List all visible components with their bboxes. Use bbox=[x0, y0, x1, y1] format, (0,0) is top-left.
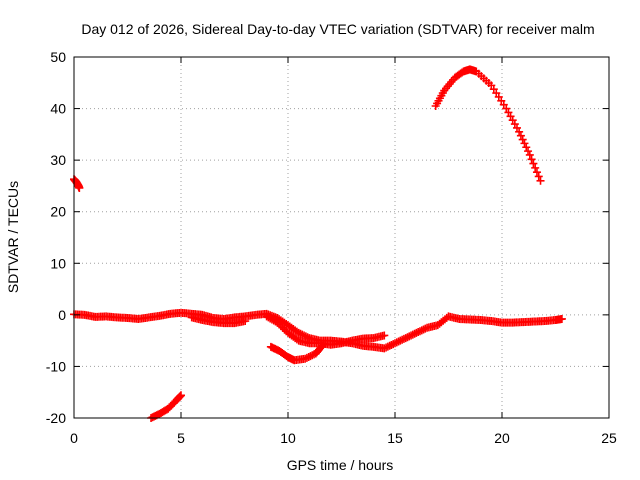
data-point bbox=[522, 143, 531, 152]
x-tick-label: 15 bbox=[387, 430, 403, 446]
y-tick-label: -10 bbox=[46, 358, 66, 374]
data-point bbox=[414, 328, 423, 337]
data-point bbox=[516, 131, 525, 140]
data-point bbox=[536, 176, 545, 185]
data-point bbox=[317, 343, 326, 352]
data-point bbox=[296, 329, 305, 338]
data-point bbox=[529, 159, 538, 168]
data-point bbox=[407, 331, 416, 340]
y-tick-label: 10 bbox=[50, 255, 66, 271]
x-tick-label: 25 bbox=[601, 430, 617, 446]
data-point bbox=[399, 334, 408, 343]
data-point bbox=[177, 391, 185, 400]
y-tick-label: 20 bbox=[50, 204, 66, 220]
data-point bbox=[421, 324, 430, 333]
y-tick-label: -20 bbox=[46, 410, 66, 426]
data-point bbox=[396, 336, 405, 345]
data-point bbox=[408, 330, 417, 339]
data-point bbox=[405, 332, 414, 341]
y-axis-label: SDTVAR / TECUs bbox=[5, 181, 21, 293]
data-point bbox=[391, 339, 399, 348]
data-point bbox=[415, 327, 424, 336]
data-point bbox=[294, 328, 303, 337]
data-point bbox=[412, 328, 421, 337]
data-point bbox=[417, 326, 426, 335]
data-point bbox=[318, 341, 327, 350]
grid-lines bbox=[74, 57, 609, 418]
data-point bbox=[385, 341, 394, 350]
data-point bbox=[527, 155, 536, 164]
x-tick-label: 10 bbox=[280, 430, 296, 446]
data-point bbox=[394, 337, 403, 346]
data-point bbox=[392, 338, 401, 347]
data-point bbox=[401, 334, 410, 343]
data-point bbox=[298, 330, 307, 339]
data-point bbox=[532, 168, 541, 177]
x-axis-label: GPS time / hours bbox=[287, 457, 394, 473]
data-point bbox=[241, 317, 250, 326]
x-tick-label: 0 bbox=[70, 430, 78, 446]
data-point bbox=[534, 172, 543, 181]
data-point bbox=[380, 344, 389, 353]
data-point bbox=[304, 352, 313, 361]
y-tick-label: 0 bbox=[58, 307, 66, 323]
data-point bbox=[557, 314, 566, 323]
axis-ticks: 0 5 10 15 20 25 -20 -10 0 10 20 30 40 50 bbox=[46, 49, 617, 446]
x-tick-label: 20 bbox=[494, 430, 510, 446]
data-point bbox=[382, 343, 391, 352]
data-marks bbox=[70, 65, 566, 422]
data-point bbox=[292, 335, 301, 344]
plot-frame bbox=[73, 56, 610, 419]
data-point bbox=[524, 147, 533, 156]
data-point bbox=[398, 335, 407, 344]
data-point bbox=[75, 183, 84, 192]
y-tick-label: 40 bbox=[50, 101, 66, 117]
y-tick-label: 30 bbox=[50, 152, 66, 168]
data-point bbox=[403, 333, 412, 342]
data-point bbox=[301, 354, 310, 363]
data-point bbox=[308, 351, 317, 360]
data-point bbox=[410, 329, 419, 338]
data-point bbox=[518, 135, 527, 144]
data-point bbox=[389, 340, 398, 349]
data-point bbox=[419, 325, 428, 334]
y-tick-label: 50 bbox=[50, 49, 66, 65]
data-point bbox=[515, 127, 524, 136]
chart-title: Day 012 of 2026, Sidereal Day-to-day VTE… bbox=[81, 21, 594, 37]
data-point bbox=[380, 331, 389, 340]
data-point bbox=[387, 340, 396, 349]
x-tick-label: 5 bbox=[177, 430, 185, 446]
data-point bbox=[302, 353, 311, 362]
data-point bbox=[531, 163, 540, 172]
data-point bbox=[520, 139, 529, 148]
data-point bbox=[383, 342, 392, 351]
data-point bbox=[525, 150, 534, 159]
data-point bbox=[306, 352, 315, 361]
